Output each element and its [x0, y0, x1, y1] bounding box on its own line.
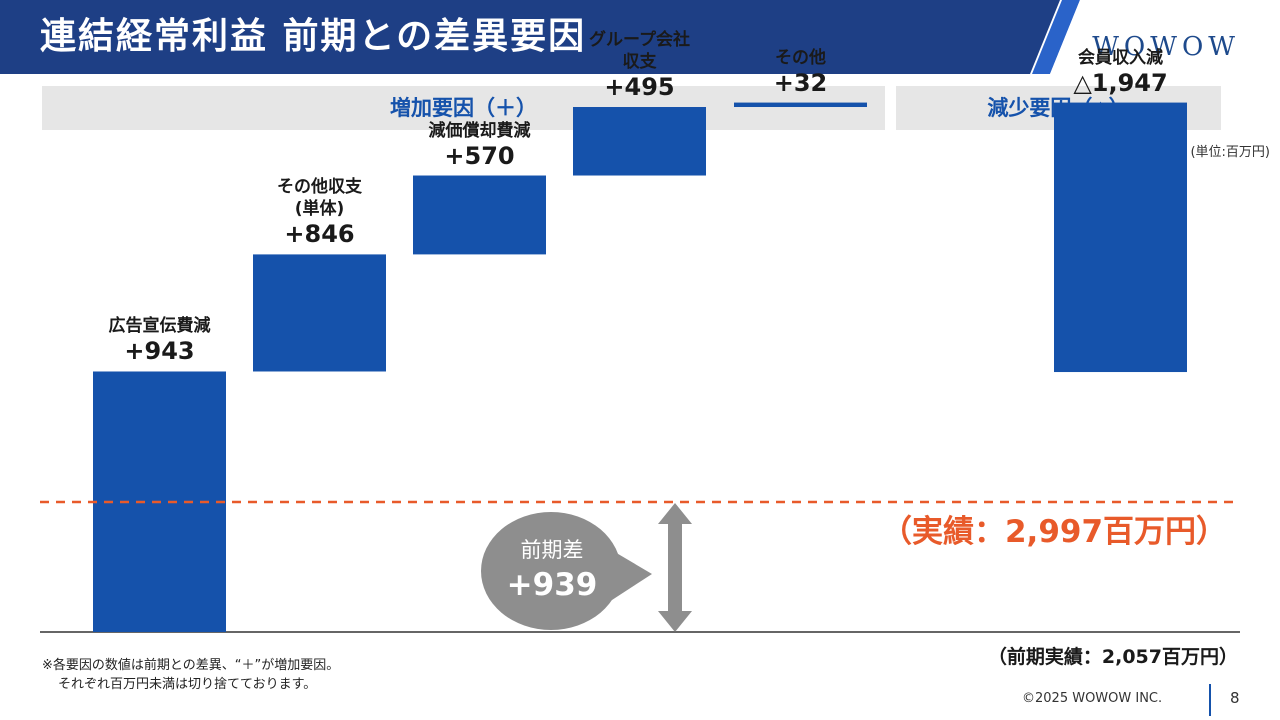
page-title: 連結経常利益 前期との差異要因 [40, 16, 587, 57]
bar-value-label: +943 [124, 337, 195, 366]
wowow-logo: WOWOW [1092, 32, 1240, 62]
difference-label: 前期差 [520, 538, 584, 562]
waterfall-bar [734, 102, 867, 108]
footer-separator [1209, 684, 1211, 716]
bar-category-label: その他収支 [277, 177, 362, 198]
waterfall-bar [573, 107, 706, 176]
page-number: 8 [1230, 689, 1240, 707]
bar-value-label: +570 [444, 141, 515, 170]
footnote-line: それぞれ百万円未満は切り捨てております。 [58, 677, 317, 692]
copyright: ©2025 WOWOW INC. [1022, 691, 1163, 706]
bar-category-label: 広告宣伝費減 [108, 316, 211, 337]
bar-value-label: +32 [773, 68, 828, 97]
increase-section-header: 増加要因（＋） [42, 86, 885, 130]
previous-result-label: （前期実績：2,057百万円） [987, 646, 1238, 668]
bar-category-label: 減価償却費減 [428, 120, 531, 141]
bar-value-label: +495 [604, 73, 675, 101]
actual-result-label: （実績：2,997百万円） [880, 514, 1228, 550]
difference-value: +939 [506, 567, 598, 603]
bar-category-label: 収支 [622, 52, 657, 72]
waterfall-bar [253, 254, 386, 372]
waterfall-bar [413, 175, 546, 255]
bar-category-label: 会員収入減 [1078, 47, 1163, 68]
difference-bubble [481, 512, 652, 630]
waterfall-bar [1054, 102, 1187, 373]
header-background [0, 0, 1280, 74]
bar-value-label: +846 [284, 220, 355, 249]
bar-category-label: (単体) [294, 199, 345, 220]
footnote: ※各要因の数値は前期との差異、“＋”が増加要因。 それぞれ百万円未満は切り捨てて… [42, 656, 339, 694]
bar-value-label: △1,947 [1073, 68, 1168, 97]
bar-category-label: グループ会社 [589, 30, 690, 50]
header-band: 連結経常利益 前期との差異要因 WOWOW [0, 0, 1280, 74]
footnote-line: ※各要因の数値は前期との差異、“＋”が増加要因。 [42, 658, 340, 673]
unit-label: (単位:百万円) [1190, 145, 1270, 160]
difference-arrow [658, 503, 692, 632]
bar-category-label: その他 [775, 47, 826, 68]
